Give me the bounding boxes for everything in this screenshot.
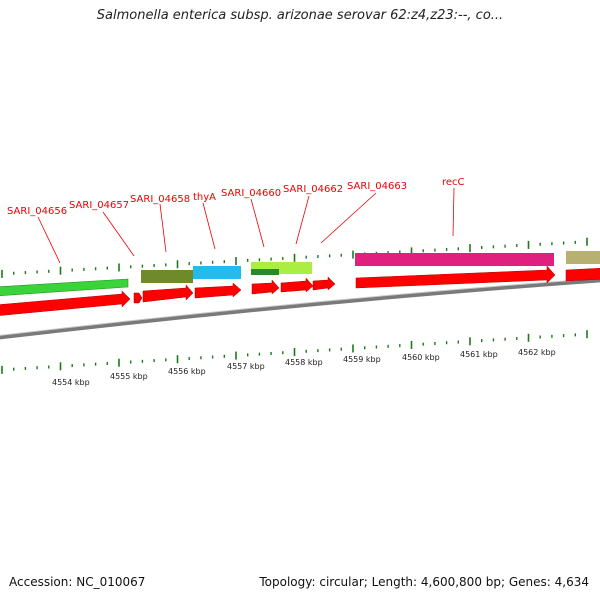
cds-arrow[interactable] <box>312 276 336 291</box>
gene-label[interactable]: SARI_04660 <box>221 188 281 199</box>
cds-arrow[interactable] <box>194 282 242 299</box>
cds-arrow[interactable] <box>251 279 280 295</box>
cds-arrow[interactable] <box>0 290 131 316</box>
kbp-label: 4559 kbp <box>343 355 381 364</box>
gene-label[interactable]: SARI_04658 <box>130 194 190 205</box>
genome-backbone-highlight <box>0 277 600 336</box>
feature-olive[interactable] <box>141 270 193 283</box>
gene-label[interactable]: SARI_04657 <box>69 200 129 211</box>
accession-label: Accession: NC_010067 <box>9 575 146 589</box>
kbp-label: 4561 kbp <box>460 350 498 359</box>
topology-label: Topology: circular; Length: 4,600,800 bp… <box>259 575 589 589</box>
kbp-label: 4557 kbp <box>227 362 265 371</box>
label-leaders <box>37 187 455 264</box>
cds-arrow[interactable] <box>565 268 600 282</box>
kbp-label: 4562 kbp <box>518 348 556 357</box>
cds-arrow[interactable] <box>142 284 194 303</box>
cds-arrow[interactable] <box>280 277 314 293</box>
gene-label[interactable]: thyA <box>193 192 216 203</box>
gene-labels: SARI_04656 SARI_04657 SARI_04658 thyA SA… <box>7 177 465 217</box>
kbp-label: 4560 kbp <box>402 353 440 362</box>
outer-tick-row <box>1 237 588 278</box>
kbp-labels: 4554 kbp 4555 kbp 4556 kbp 4557 kbp 4558… <box>52 348 556 387</box>
feature-green-long[interactable] <box>0 278 129 296</box>
feature-track-upper <box>0 251 600 296</box>
gene-label[interactable]: recC <box>442 177 465 188</box>
cds-arrow[interactable] <box>355 265 556 289</box>
feature-dark-green[interactable] <box>251 269 279 275</box>
kbp-label: 4554 kbp <box>52 378 90 387</box>
genome-backbone <box>0 278 600 340</box>
genome-title: Salmonella enterica subsp. arizonae sero… <box>96 8 504 23</box>
cds-arrow[interactable] <box>133 292 143 304</box>
inner-tick-row <box>1 330 588 374</box>
kbp-label: 4556 kbp <box>168 367 206 376</box>
feature-magenta[interactable] <box>355 253 554 266</box>
feature-cyan[interactable] <box>193 266 241 279</box>
cds-track <box>0 265 600 316</box>
feature-khaki[interactable] <box>566 251 600 264</box>
gene-label[interactable]: SARI_04663 <box>347 181 407 192</box>
kbp-label: 4558 kbp <box>285 358 323 367</box>
gene-label[interactable]: SARI_04662 <box>283 184 343 195</box>
gene-label[interactable]: SARI_04656 <box>7 206 67 217</box>
kbp-label: 4555 kbp <box>110 372 148 381</box>
